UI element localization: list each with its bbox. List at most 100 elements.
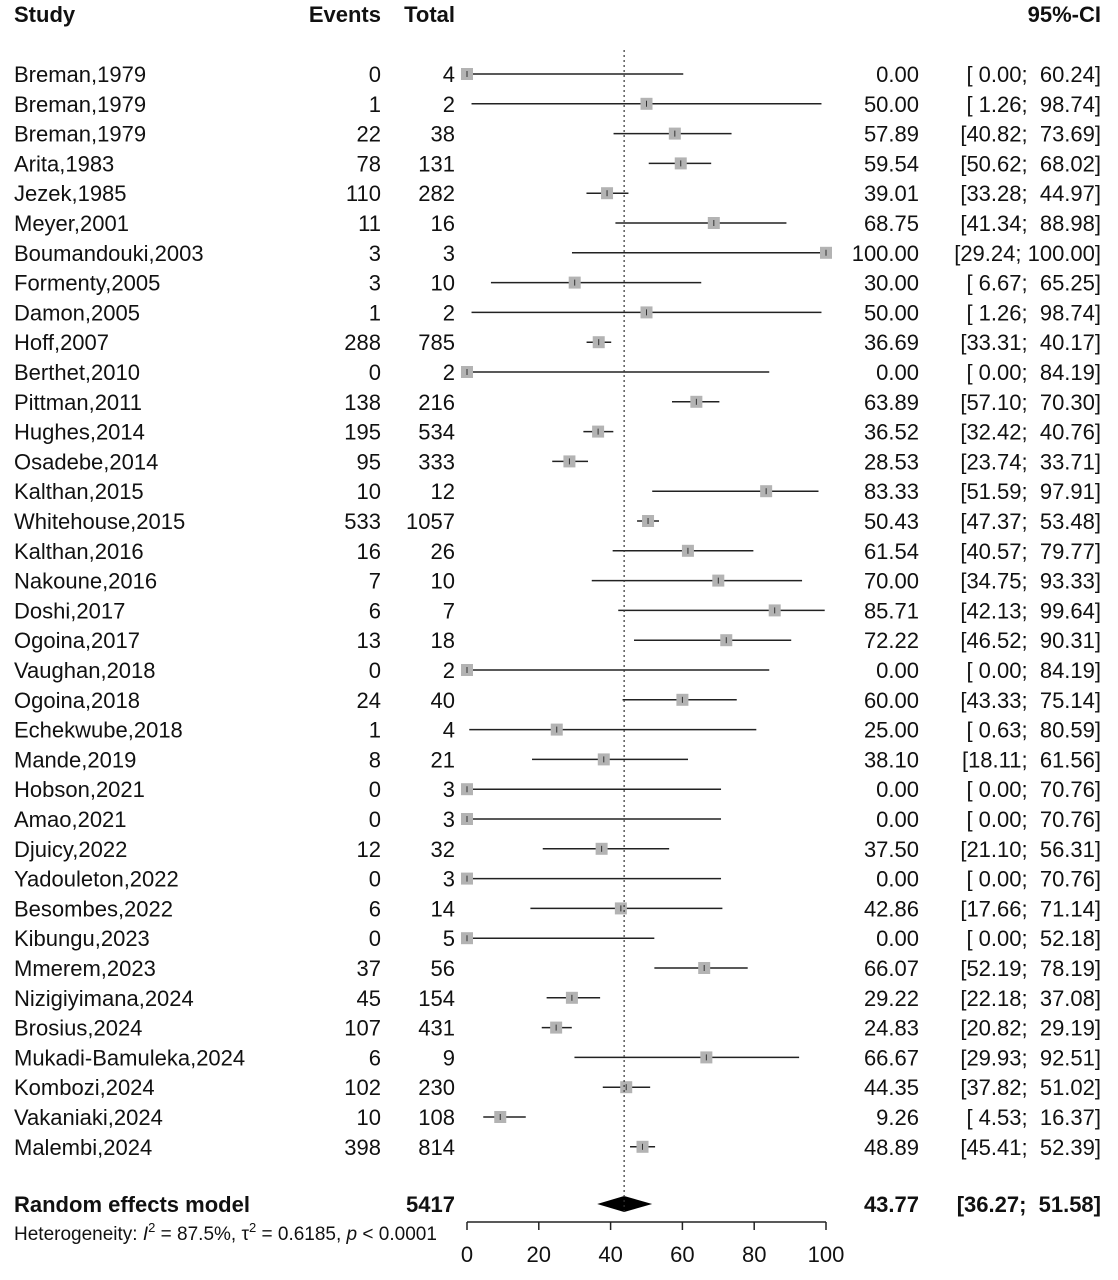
- study-total: 3: [443, 777, 455, 802]
- study-estimate: 24.83: [864, 1016, 919, 1041]
- study-ci: [ 0.00; 52.18]: [966, 926, 1101, 951]
- study-estimate: 0.00: [876, 867, 919, 892]
- heterogeneity-part: = 0.6185,: [256, 1224, 346, 1245]
- study-name: Malembi,2024: [14, 1135, 152, 1160]
- study-name: Besombes,2022: [14, 896, 173, 921]
- study-events: 533: [344, 509, 381, 534]
- study-estimate: 59.54: [864, 151, 919, 176]
- study-row: Vakaniaki,2024 10 108 9.26 [ 4.53; 16.37]: [14, 1105, 1101, 1130]
- study-name: Hobson,2021: [14, 777, 145, 802]
- x-axis: 0 20 40 60 80 100: [461, 50, 844, 1267]
- study-total: 38: [431, 122, 455, 147]
- study-ci: [43.33; 75.14]: [960, 688, 1101, 713]
- study-ci: [ 1.26; 98.74]: [966, 92, 1101, 117]
- study-row: Ogoina,2018 24 40 60.00 [43.33; 75.14]: [14, 688, 1101, 713]
- study-events: 10: [357, 479, 381, 504]
- study-events: 288: [344, 330, 381, 355]
- study-total: 534: [418, 420, 455, 445]
- study-total: 32: [431, 837, 455, 862]
- study-ci: [ 0.00; 70.76]: [966, 807, 1101, 832]
- study-name: Mande,2019: [14, 747, 136, 772]
- study-name: Meyer,2001: [14, 211, 129, 236]
- study-estimate: 68.75: [864, 211, 919, 236]
- study-events: 78: [357, 151, 381, 176]
- study-name: Jezek,1985: [14, 181, 127, 206]
- study-ci: [32.42; 40.76]: [960, 420, 1101, 445]
- study-name: Amao,2021: [14, 807, 127, 832]
- study-events: 0: [369, 658, 381, 683]
- x-tick-label: 60: [670, 1242, 694, 1267]
- heterogeneity-part: τ: [241, 1224, 249, 1245]
- study-ci: [57.10; 70.30]: [960, 390, 1101, 415]
- study-total: 1057: [406, 509, 455, 534]
- study-row: Nakoune,2016 7 10 70.00 [34.75; 93.33]: [14, 569, 1101, 594]
- study-estimate: 28.53: [864, 449, 919, 474]
- study-events: 195: [344, 420, 381, 445]
- study-row: Mukadi-Bamuleka,2024 6 9 66.67 [29.93; 92.51…: [14, 1045, 1101, 1070]
- study-row: Malembi,2024 398 814 48.89 [45.41; 52.39]: [14, 1135, 1101, 1160]
- study-estimate: 0.00: [876, 926, 919, 951]
- study-events: 102: [344, 1075, 381, 1100]
- study-events: 0: [369, 360, 381, 385]
- study-estimate: 36.52: [864, 420, 919, 445]
- study-total: 4: [443, 718, 455, 743]
- study-row: Pittman,2011 138 216 63.89 [57.10; 70.30]: [14, 390, 1101, 415]
- study-total: 216: [418, 390, 455, 415]
- study-total: 4: [443, 62, 455, 87]
- heterogeneity-text: Heterogeneity: I2 = 87.5%, τ2 = 0.6185, …: [14, 1220, 437, 1245]
- study-row: Hoff,2007 288 785 36.69 [33.31; 40.17]: [14, 330, 1101, 355]
- study-total: 785: [418, 330, 455, 355]
- study-total: 3: [443, 867, 455, 892]
- summary-diamond: [597, 1196, 653, 1212]
- study-events: 7: [369, 569, 381, 594]
- study-name: Ogoina,2017: [14, 628, 140, 653]
- study-ci: [ 0.00; 70.76]: [966, 777, 1101, 802]
- study-ci: [ 4.53; 16.37]: [966, 1105, 1101, 1130]
- study-total: 10: [431, 271, 455, 296]
- study-row: Osadebe,2014 95 333 28.53 [23.74; 33.71]: [14, 449, 1101, 474]
- study-row: Kalthan,2015 10 12 83.33 [51.59; 97.91]: [14, 479, 1101, 504]
- study-ci: [21.10; 56.31]: [960, 837, 1101, 862]
- study-ci: [ 0.63; 80.59]: [966, 718, 1101, 743]
- study-events: 107: [344, 1016, 381, 1041]
- study-total: 814: [418, 1135, 455, 1160]
- x-tick-label: 0: [461, 1242, 473, 1267]
- heterogeneity-part: 2: [148, 1220, 155, 1235]
- study-events: 6: [369, 1045, 381, 1070]
- summary-label: Random effects model: [14, 1192, 250, 1217]
- study-row: Nizigiyimana,2024 45 154 29.22 [22.18; 37.08…: [14, 986, 1101, 1011]
- study-name: Hoff,2007: [14, 330, 109, 355]
- study-events: 138: [344, 390, 381, 415]
- study-name: Echekwube,2018: [14, 718, 183, 743]
- study-ci: [40.82; 73.69]: [960, 122, 1101, 147]
- study-name: Ogoina,2018: [14, 688, 140, 713]
- study-name: Kibungu,2023: [14, 926, 150, 951]
- study-row: Amao,2021 0 3 0.00 [ 0.00; 70.76]: [14, 807, 1101, 832]
- study-estimate: 85.71: [864, 598, 919, 623]
- study-row: Yadouleton,2022 0 3 0.00 [ 0.00; 70.76]: [14, 867, 1101, 892]
- study-ci: [ 0.00; 60.24]: [966, 62, 1101, 87]
- study-name: Brosius,2024: [14, 1016, 142, 1041]
- study-row: Meyer,2001 11 16 68.75 [41.34; 88.98]: [14, 211, 1101, 236]
- study-events: 12: [357, 837, 381, 862]
- summary-row: Random effects model 5417 43.77 [36.27; 51.…: [14, 1192, 1101, 1217]
- study-estimate: 48.89: [864, 1135, 919, 1160]
- study-ci: [ 0.00; 84.19]: [966, 360, 1101, 385]
- study-estimate: 29.22: [864, 986, 919, 1011]
- header-total: Total: [404, 2, 455, 27]
- study-estimate: 42.86: [864, 896, 919, 921]
- study-events: 95: [357, 449, 381, 474]
- summary-estimate: 43.77: [864, 1192, 919, 1217]
- summary-ci: [36.27; 51.58]: [957, 1192, 1101, 1217]
- x-tick-label: 40: [598, 1242, 622, 1267]
- study-name: Kalthan,2016: [14, 539, 144, 564]
- study-total: 333: [418, 449, 455, 474]
- study-name: Boumandouki,2003: [14, 241, 204, 266]
- study-events: 0: [369, 62, 381, 87]
- study-ci: [20.82; 29.19]: [960, 1016, 1101, 1041]
- study-ci: [ 1.26; 98.74]: [966, 300, 1101, 325]
- study-events: 1: [369, 718, 381, 743]
- study-estimate: 70.00: [864, 569, 919, 594]
- study-total: 282: [418, 181, 455, 206]
- study-total: 14: [431, 896, 455, 921]
